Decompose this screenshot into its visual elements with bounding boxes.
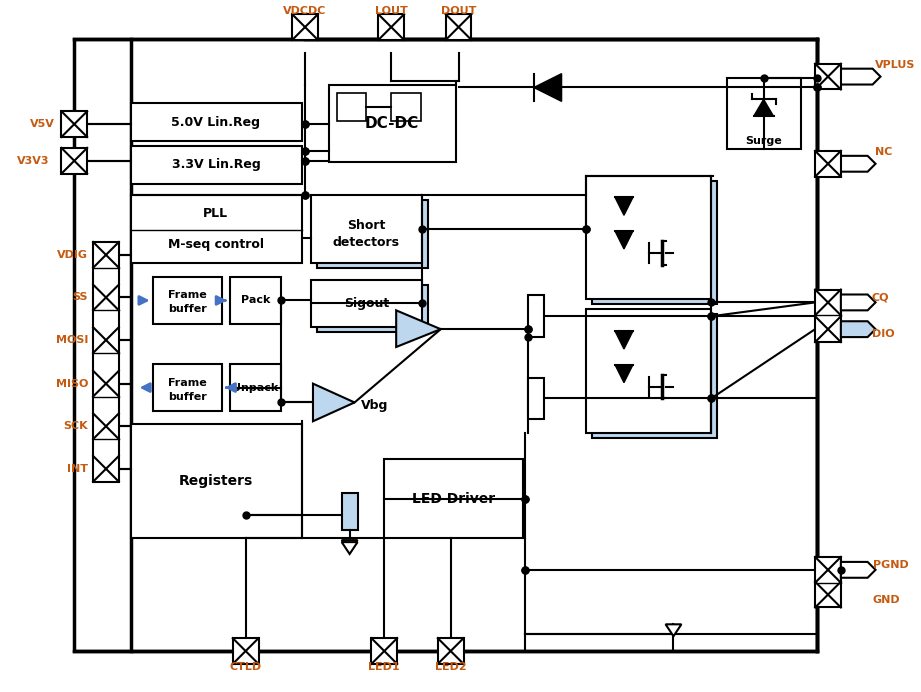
- Polygon shape: [841, 69, 880, 84]
- Bar: [131, 424, 302, 538]
- Text: DOUT: DOUT: [441, 6, 476, 16]
- Bar: [342, 493, 357, 530]
- Bar: [528, 295, 543, 337]
- Bar: [815, 289, 841, 342]
- Polygon shape: [841, 562, 876, 578]
- Text: detectors: detectors: [333, 237, 400, 250]
- Text: NC: NC: [875, 147, 892, 157]
- Bar: [528, 378, 543, 419]
- Bar: [592, 181, 717, 304]
- Bar: [815, 557, 841, 608]
- Bar: [592, 314, 717, 438]
- Bar: [75, 39, 817, 651]
- Text: SCK: SCK: [64, 421, 88, 431]
- Text: MISO: MISO: [56, 379, 88, 389]
- Text: MOSI: MOSI: [56, 335, 88, 345]
- Text: buffer: buffer: [168, 304, 206, 314]
- Text: CTLD: CTLD: [229, 662, 262, 672]
- Text: PGND: PGND: [872, 560, 908, 570]
- Text: VPLUS: VPLUS: [875, 60, 915, 70]
- Bar: [153, 364, 222, 411]
- Text: DIO: DIO: [871, 329, 894, 339]
- Text: buffer: buffer: [168, 392, 206, 401]
- Polygon shape: [615, 231, 633, 249]
- Bar: [384, 459, 523, 538]
- Bar: [317, 201, 428, 268]
- Text: SS: SS: [73, 293, 88, 302]
- Polygon shape: [753, 100, 774, 116]
- Bar: [587, 176, 711, 300]
- Polygon shape: [841, 295, 876, 310]
- Text: LED1: LED1: [368, 662, 400, 672]
- Text: Vbg: Vbg: [361, 399, 388, 412]
- Bar: [391, 93, 421, 121]
- Text: Registers: Registers: [179, 474, 253, 488]
- Text: 3.3V Lin.Reg: 3.3V Lin.Reg: [171, 158, 261, 171]
- Polygon shape: [342, 542, 357, 554]
- Bar: [229, 277, 281, 325]
- Text: Surge: Surge: [745, 136, 782, 146]
- Bar: [815, 64, 841, 89]
- Polygon shape: [615, 331, 633, 349]
- Bar: [131, 146, 302, 183]
- Bar: [233, 638, 259, 664]
- Bar: [131, 195, 302, 263]
- Text: GND: GND: [872, 594, 900, 605]
- Text: DC-DC: DC-DC: [365, 116, 419, 131]
- Polygon shape: [615, 365, 633, 383]
- Bar: [337, 93, 367, 121]
- Bar: [587, 309, 711, 433]
- Bar: [131, 103, 302, 141]
- Bar: [371, 638, 397, 664]
- Bar: [311, 280, 422, 327]
- Polygon shape: [615, 197, 633, 215]
- Polygon shape: [342, 540, 357, 552]
- Text: V3V3: V3V3: [17, 156, 50, 166]
- Text: VDIG: VDIG: [57, 250, 88, 260]
- Bar: [229, 364, 281, 411]
- Bar: [727, 78, 801, 149]
- Bar: [62, 148, 87, 174]
- Polygon shape: [313, 383, 355, 421]
- Bar: [815, 151, 841, 176]
- Bar: [93, 242, 119, 482]
- Bar: [62, 111, 87, 137]
- Bar: [317, 284, 428, 332]
- Polygon shape: [396, 310, 441, 347]
- Bar: [311, 195, 422, 263]
- Text: Sigout: Sigout: [344, 297, 389, 310]
- Bar: [329, 84, 456, 162]
- Text: VDCDC: VDCDC: [284, 6, 327, 16]
- Bar: [446, 15, 472, 40]
- Bar: [437, 638, 463, 664]
- Text: LED Driver: LED Driver: [412, 491, 495, 506]
- Bar: [379, 15, 404, 40]
- Polygon shape: [841, 321, 876, 337]
- Text: Frame: Frame: [168, 291, 206, 300]
- Text: V5V: V5V: [29, 119, 54, 129]
- Text: 5.0V Lin.Reg: 5.0V Lin.Reg: [171, 116, 261, 129]
- Bar: [153, 277, 222, 325]
- Text: Unpack: Unpack: [232, 383, 279, 392]
- Text: Short: Short: [347, 219, 386, 232]
- Polygon shape: [534, 73, 562, 101]
- Text: INT: INT: [67, 464, 88, 474]
- Text: Frame: Frame: [168, 378, 206, 388]
- Text: CQ: CQ: [871, 293, 889, 302]
- Text: M-seq control: M-seq control: [168, 239, 264, 251]
- Text: Pack: Pack: [241, 295, 270, 305]
- Text: LED2: LED2: [435, 662, 466, 672]
- Bar: [292, 15, 318, 40]
- Text: LOUT: LOUT: [375, 6, 408, 16]
- Polygon shape: [841, 156, 876, 172]
- Text: PLL: PLL: [204, 207, 228, 220]
- Polygon shape: [666, 624, 682, 636]
